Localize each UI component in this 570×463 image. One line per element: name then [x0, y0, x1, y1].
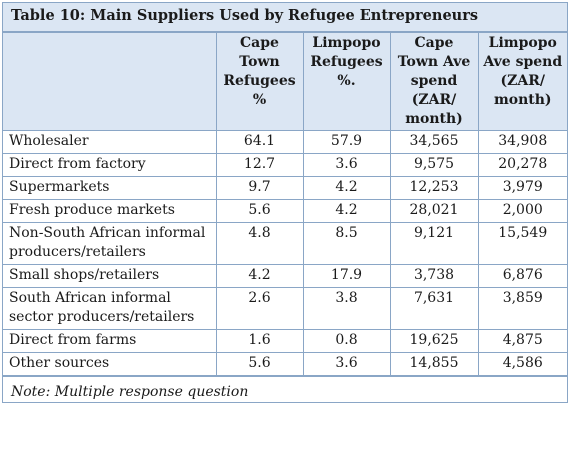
limpopo-spend: 3,979: [477, 176, 567, 200]
cape-town-percent: 2.6: [215, 287, 304, 330]
supplier-label: Other sources: [3, 352, 217, 376]
limpopo-percent: 3.6: [302, 153, 391, 177]
limpopo-percent: 4.2: [302, 176, 391, 200]
table-row: Other sources 5.6 3.6 14,855 4,586: [3, 352, 567, 376]
limpopo-spend: 34,908: [477, 130, 567, 154]
table-row: Direct from factory 12.7 3.6 9,575 20,27…: [3, 153, 567, 177]
supplier-label: Non-South African informal producers/ret…: [3, 222, 217, 265]
header-cape-town-ave-spend: Cape Town Ave spend (ZAR/ month): [389, 32, 479, 131]
header-limpopo-refugees: Limpopo Refugees %.: [302, 32, 391, 131]
cape-town-spend: 28,021: [389, 199, 479, 223]
header-cape-town-refugees: Cape Town Refugees %: [215, 32, 304, 131]
cape-town-percent: 64.1: [215, 130, 304, 154]
table-frame: Table 10: Main Suppliers Used by Refugee…: [2, 2, 568, 403]
table-note: Note: Multiple response question: [3, 376, 567, 402]
table-row: Small shops/retailers 4.2 17.9 3,738 6,8…: [3, 264, 567, 288]
header-limpopo-ave-spend: Limpopo Ave spend (ZAR/ month): [477, 32, 567, 131]
supplier-label: Small shops/retailers: [3, 264, 217, 288]
limpopo-percent: 0.8: [302, 329, 391, 353]
table-row: Non-South African informal producers/ret…: [3, 222, 567, 265]
cape-town-percent: 4.8: [215, 222, 304, 265]
table-row: Wholesaler 64.1 57.9 34,565 34,908: [3, 130, 567, 154]
cape-town-percent: 12.7: [215, 153, 304, 177]
cape-town-percent: 4.2: [215, 264, 304, 288]
table-row: Direct from farms 1.6 0.8 19,625 4,875: [3, 329, 567, 353]
limpopo-spend: 20,278: [477, 153, 567, 177]
limpopo-spend: 3,859: [477, 287, 567, 330]
limpopo-percent: 4.2: [302, 199, 391, 223]
limpopo-percent: 57.9: [302, 130, 391, 154]
limpopo-percent: 17.9: [302, 264, 391, 288]
cape-town-percent: 9.7: [215, 176, 304, 200]
cape-town-spend: 34,565: [389, 130, 479, 154]
limpopo-spend: 15,549: [477, 222, 567, 265]
header-row: Cape Town Refugees % Limpopo Refugees %.…: [3, 32, 567, 131]
cape-town-percent: 5.6: [215, 199, 304, 223]
table-row: Supermarkets 9.7 4.2 12,253 3,979: [3, 176, 567, 200]
cape-town-spend: 9,575: [389, 153, 479, 177]
supplier-label: Wholesaler: [3, 130, 217, 154]
cape-town-spend: 9,121: [389, 222, 479, 265]
limpopo-percent: 3.6: [302, 352, 391, 376]
suppliers-table: Cape Town Refugees % Limpopo Refugees %.…: [3, 32, 567, 376]
cape-town-percent: 1.6: [215, 329, 304, 353]
supplier-label: South African informal sector producers/…: [3, 287, 217, 330]
table-row: Fresh produce markets 5.6 4.2 28,021 2,0…: [3, 199, 567, 223]
limpopo-spend: 6,876: [477, 264, 567, 288]
supplier-label: Fresh produce markets: [3, 199, 217, 223]
limpopo-spend: 4,875: [477, 329, 567, 353]
limpopo-percent: 3.8: [302, 287, 391, 330]
supplier-label: Direct from factory: [3, 153, 217, 177]
cape-town-spend: 12,253: [389, 176, 479, 200]
table-body: Wholesaler 64.1 57.9 34,565 34,908 Direc…: [3, 130, 567, 376]
cape-town-spend: 19,625: [389, 329, 479, 353]
limpopo-spend: 4,586: [477, 352, 567, 376]
cape-town-spend: 14,855: [389, 352, 479, 376]
table-row: South African informal sector producers/…: [3, 287, 567, 330]
cape-town-spend: 7,631: [389, 287, 479, 330]
header-cell-empty: [3, 32, 217, 131]
table-title: Table 10: Main Suppliers Used by Refugee…: [3, 3, 567, 32]
cape-town-percent: 5.6: [215, 352, 304, 376]
supplier-label: Direct from farms: [3, 329, 217, 353]
limpopo-spend: 2,000: [477, 199, 567, 223]
limpopo-percent: 8.5: [302, 222, 391, 265]
cape-town-spend: 3,738: [389, 264, 479, 288]
supplier-label: Supermarkets: [3, 176, 217, 200]
